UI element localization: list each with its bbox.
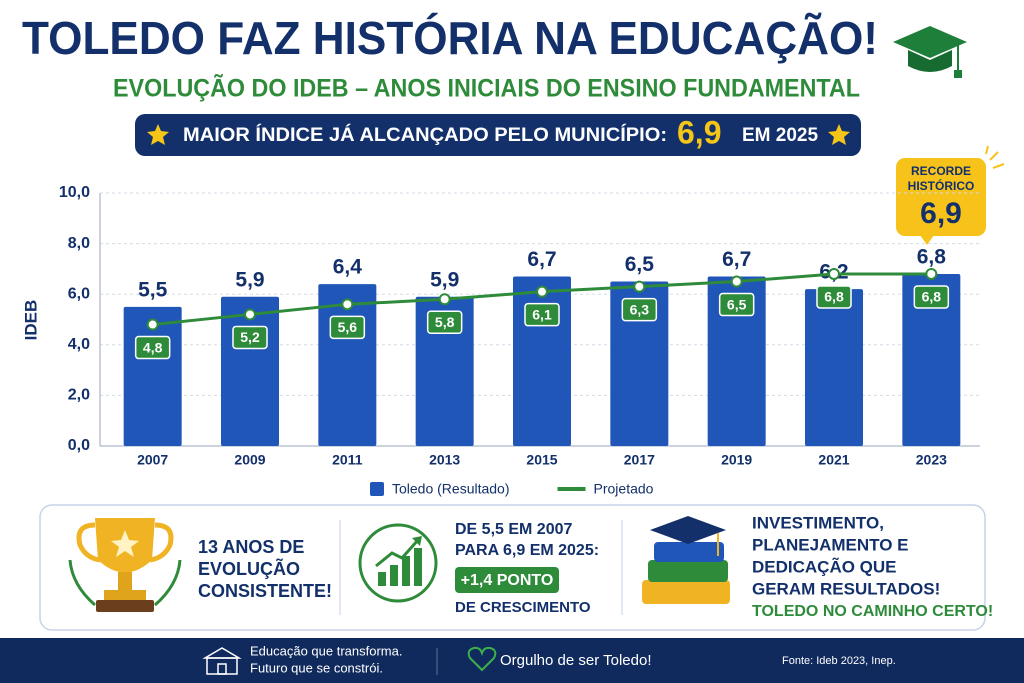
line-value-label: 5,8 [435,314,455,330]
x-tick-label: 2015 [526,452,557,468]
star-icon [147,124,169,145]
line-value-box [426,310,463,335]
line-value-label: 4,8 [143,339,163,355]
bar [415,296,474,446]
y-tick-label: 8,0 [68,235,90,252]
y-axis-label: IDEB [21,300,40,341]
bar-value-label: 6,7 [722,248,751,271]
growth-badge [455,567,559,593]
panel-text: INVESTIMENTO, [752,513,884,532]
line-value-box [524,302,560,327]
books-icon [642,516,730,604]
line-point [341,298,354,311]
line-value-label: 6,1 [532,306,552,322]
bar-value-label: 5,5 [138,278,168,301]
footer-motto: Futuro que se constrói. [250,660,383,675]
panel-text: DE 5,5 EM 2007 [455,521,573,538]
y-tick-label: 10,0 [59,184,90,201]
callout-value: 6,9 [920,197,962,230]
bar [707,276,766,446]
callout-label: RECORDE [911,164,971,178]
callout-label: HISTÓRICO [908,178,975,193]
highlight-suffix: EM 2025 [742,125,818,146]
chart: 0,0 2,0 4,0 6,0 8,0 10,0 2007 2009 2011 2013 2015 2… [59,184,980,497]
line-value-box [329,315,366,340]
line-value-box [134,335,171,360]
bar [805,289,863,446]
heart-icon [467,646,497,672]
x-tick-label: 2007 [137,452,168,468]
panel-text: PLANEJAMENTO E [752,535,909,554]
panel-text: EVOLUÇÃO [198,558,300,579]
line-value-box [816,285,852,309]
bar [902,273,961,446]
bar-value-label: 6,8 [917,246,947,269]
line-point [146,318,159,331]
panel-text: 13 ANOS DE [198,537,304,557]
footer-source: Fonte: Ideb 2023, Inep. [782,655,896,667]
line-point [925,267,938,280]
x-tick-label: 2023 [916,452,947,468]
line-value-box [913,285,950,309]
school-icon [202,647,242,675]
x-tick-label: 2013 [429,452,460,468]
footer-bar [0,638,1024,683]
panel-tagline: TOLEDO NO CAMINHO CERTO! [752,603,993,620]
footer-pride: Orgulho de ser Toledo! [500,652,652,669]
line-value-box [232,325,268,350]
star-icon [828,124,850,145]
line-value-box [718,292,755,317]
bar-value-label: 5,9 [235,268,264,291]
y-tick-label: 4,0 [68,336,90,353]
bar [610,281,669,446]
highlight-banner [135,114,861,156]
line-value-label: 6,8 [824,289,844,305]
legend-label: Toledo (Resultado) [392,481,510,497]
bar-value-label: 6,4 [333,256,363,279]
y-tick-label: 0,0 [68,437,90,454]
x-tick-label: 2011 [332,452,363,468]
growth-icon [358,523,438,603]
x-tick-label: 2019 [721,452,752,468]
title: TOLEDO FAZ HISTÓRIA NA EDUCAÇÃO! [22,12,878,64]
graduation-cap-icon [893,26,967,78]
legend-swatch [370,482,384,496]
highlight-text: MAIOR ÍNDICE JÁ ALCANÇADO PELO MUNICÍPIO… [183,124,667,146]
legend-label: Projetado [594,481,654,497]
y-tick-label: 2,0 [68,387,90,404]
line-value-box [621,297,658,322]
line-value-label: 5,6 [338,319,358,335]
y-tick-label: 6,0 [68,285,90,302]
x-tick-label: 2021 [818,452,849,468]
bar-value-label: 6,5 [625,253,655,276]
record-callout: RECORDE HISTÓRICO 6,9 [896,145,1005,245]
panel-text: CONSISTENTE! [198,581,332,601]
subtitle: EVOLUÇÃO DO IDEB – ANOS INICIAIS DO ENSI… [113,73,860,103]
footer-motto: Educação que transforma. [250,643,402,658]
x-tick-label: 2017 [624,452,655,468]
line-point [536,285,548,298]
line-point [730,275,743,288]
line-point [828,267,840,280]
panel-text: DE CRESCIMENTO [455,599,591,616]
line-point [438,293,451,306]
line-value-label: 6,3 [630,301,650,317]
line-point [633,280,646,293]
panel-text: DEDICAÇÃO QUE [752,556,897,576]
line-value-label: 5,2 [240,329,260,345]
line-value-label: 6,8 [922,289,942,305]
bar-value-label: 6,7 [527,248,556,271]
x-tick-label: 2009 [234,452,265,468]
trophy-icon [68,518,182,612]
panel-text: PARA 6,9 EM 2025: [455,542,599,559]
line-point [244,308,256,321]
highlight-value: 6,9 [677,114,721,150]
bar [513,276,571,446]
panel-text: GERAM RESULTADOS! [752,579,940,598]
growth-badge-text: +1,4 PONTO [461,572,554,589]
bar-value-label: 5,9 [430,268,459,291]
line-value-label: 6,5 [727,296,747,312]
